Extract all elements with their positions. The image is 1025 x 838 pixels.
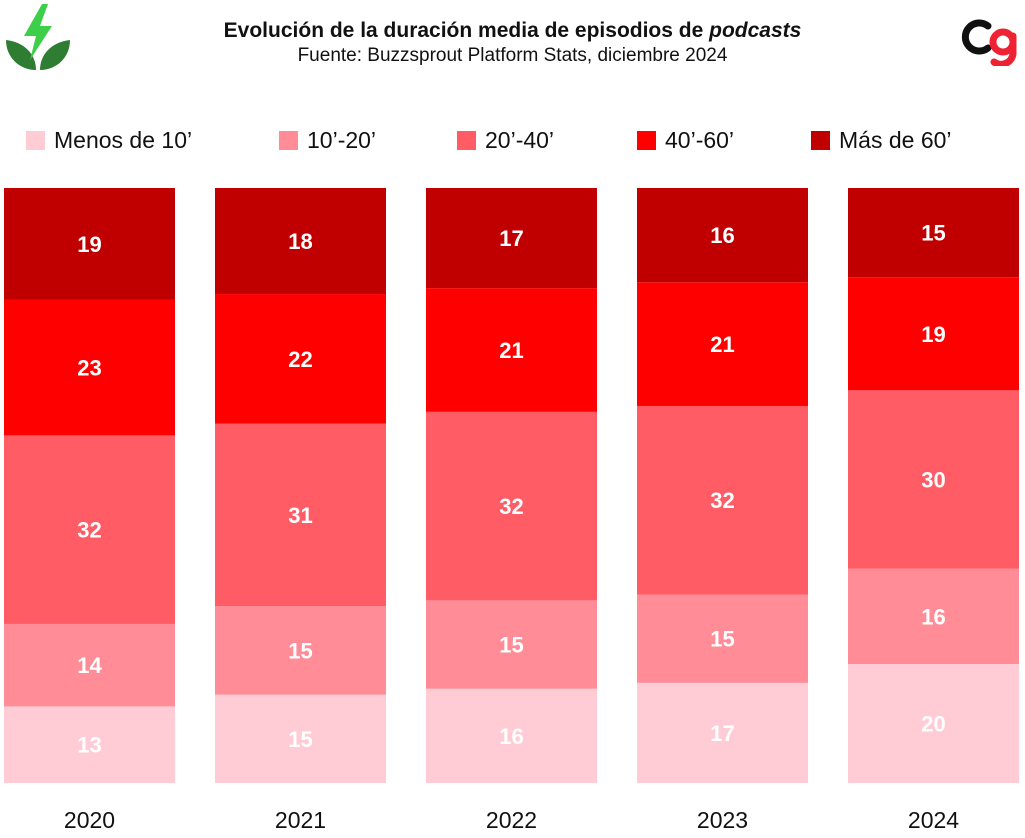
legend-label: 20’-40’ [485,126,555,153]
data-label: 16 [499,724,523,749]
bar-segment [426,288,597,412]
bar-segment [637,188,808,283]
bar-segment [215,423,386,607]
bar-segment [637,682,808,783]
data-label: 19 [921,322,945,347]
data-label: 15 [710,627,734,652]
chart-title: Evolución de la duración media de episod… [0,18,1025,44]
chart-title-italic: podcasts [709,19,802,42]
legend-item: 40’-60’ [637,120,734,160]
bar-segment [215,694,386,783]
bar-segment [4,623,175,707]
legend-item: Menos de 10’ [26,120,192,160]
left-leaf-shape [6,40,36,70]
bar-segment [637,405,808,595]
data-label: 19 [77,232,101,257]
bar-segment [637,282,808,406]
lightning-leaf-icon [6,4,70,70]
data-label: 32 [77,518,101,543]
legend-label: 40’-60’ [665,126,735,153]
legend-label: Más de 60’ [839,126,952,153]
cg-monogram-icon [961,19,1017,66]
x-tick-label: 2023 [697,807,748,833]
data-label: 17 [499,226,523,251]
data-label: 16 [710,223,734,248]
data-label: 16 [921,604,945,629]
legend-item: 20’-40’ [457,120,554,160]
x-tick-label: 2020 [64,807,115,833]
data-label: 21 [499,338,523,363]
legend-swatch [279,130,298,150]
monogram-c-shape [961,19,992,55]
chart-legend: Menos de 10’ 10’-20’ 20’-40’ 40’-60’ Más de … [0,120,1025,160]
legend-swatch [811,130,830,150]
data-label: 15 [921,221,945,246]
legend-label: Menos de 10’ [54,126,193,153]
lightning-bolt-shape [24,4,52,60]
bar-segment [637,594,808,683]
legend-swatch [457,130,476,150]
legend-swatch [637,130,656,150]
bar-segment [848,568,1019,664]
bar-segment [4,706,175,783]
data-label: 18 [288,229,312,254]
data-label: 32 [710,488,734,513]
x-tick-label: 2022 [486,807,537,833]
bar-segment [4,188,175,300]
bar-segment [215,606,386,695]
bar-segment [848,188,1019,278]
chart-header: Evolución de la duración media de episod… [0,18,1025,68]
bar-segment [4,299,175,436]
data-label: 32 [499,494,523,519]
data-label: 17 [710,721,734,746]
data-label: 15 [499,633,523,658]
bar-segment [426,600,597,689]
data-label: 21 [710,332,734,357]
chart-title-main: Evolución de la duración media de episod… [223,19,710,42]
data-label: 30 [921,468,945,493]
bar-segment [426,688,597,783]
data-label: 15 [288,638,312,663]
bar-segment [215,188,386,295]
x-tick-label: 2021 [275,807,326,833]
chart-subtitle: Fuente: Buzzsprout Platform Stats, dicie… [297,45,728,66]
legend-label: 10’-20’ [307,126,377,153]
x-tick-label: 2024 [908,807,959,833]
legend-item: 10’-20’ [279,120,376,160]
data-label: 20 [921,712,945,737]
data-label: 13 [77,733,101,758]
monogram-g-tail [990,32,1017,66]
data-label: 14 [77,653,102,678]
bar-segment [848,664,1019,783]
bar-segment [215,294,386,424]
right-leaf-shape [40,40,70,70]
legend-item: Más de 60’ [811,120,952,160]
data-label: 15 [288,727,312,752]
bar-segment [848,277,1019,391]
bar-segment [426,411,597,601]
legend-swatch [26,130,45,150]
bar-segment [4,435,175,624]
bar-segment [426,188,597,289]
data-label: 31 [288,503,312,528]
data-label: 22 [288,347,312,372]
data-label: 23 [77,356,101,381]
bar-segment [848,390,1019,569]
